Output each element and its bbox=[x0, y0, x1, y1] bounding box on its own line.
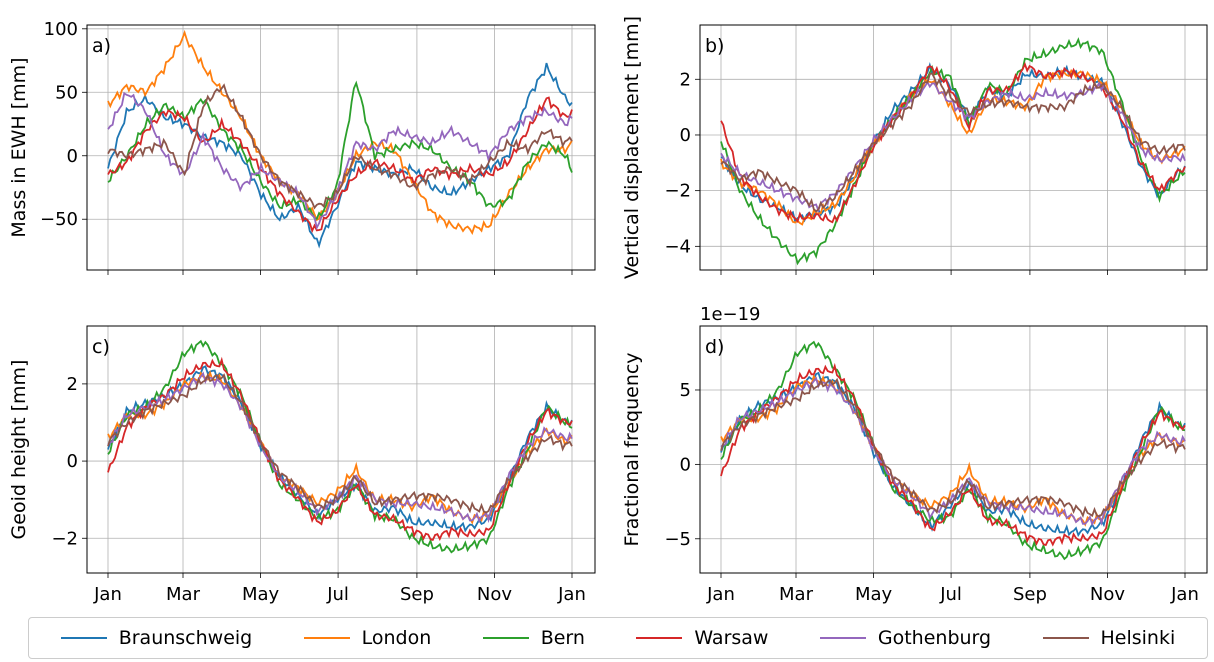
y-axis-label: Fractional frequency bbox=[621, 352, 643, 546]
legend-swatch bbox=[1042, 637, 1089, 639]
legend-label: London bbox=[361, 627, 432, 649]
series-line-warsaw bbox=[107, 356, 573, 541]
y-tick-label: 5 bbox=[680, 380, 691, 401]
x-tick-label: Mar bbox=[779, 584, 814, 605]
chart-panel-d: −5 0 5 Jan Mar May Jul Sep Nov Jan d) Fractional fr… bbox=[621, 304, 1208, 605]
x-tick-label: Jan bbox=[557, 584, 586, 605]
legend-item-warsaw: Warsaw bbox=[636, 627, 768, 649]
series-line-gothenburg bbox=[720, 376, 1186, 527]
y-tick-label: 0 bbox=[67, 146, 78, 167]
panel-label: c) bbox=[92, 336, 110, 358]
series-line-bern bbox=[720, 340, 1186, 561]
legend-swatch bbox=[819, 637, 866, 639]
legend-swatch bbox=[636, 637, 683, 639]
series-line-bern bbox=[107, 339, 573, 554]
series-line-london bbox=[107, 29, 573, 236]
x-tick-label: Nov bbox=[477, 584, 512, 605]
series-line-braunschweig bbox=[107, 62, 573, 249]
x-tick-label: Jul bbox=[939, 584, 962, 605]
legend: Braunschweig London Bern Warsaw Gothenbu… bbox=[28, 617, 1208, 659]
legend-label: Helsinki bbox=[1100, 627, 1176, 649]
offset-text: 1e−19 bbox=[700, 304, 761, 325]
x-tick-label: Mar bbox=[166, 584, 201, 605]
chart-panel-b: −4 −2 0 2 b) Vertical displacement [mm] bbox=[621, 16, 1208, 279]
x-tick-label: Jul bbox=[326, 584, 349, 605]
series-line-helsinki bbox=[720, 377, 1186, 519]
chart-panel-c: −2 0 2 Jan Mar May Jul Sep Nov Jan c) Geoid height … bbox=[8, 325, 596, 605]
legend-item-bern: Bern bbox=[482, 627, 585, 649]
y-tick-label: 100 bbox=[44, 19, 78, 40]
plot-frame bbox=[699, 325, 1208, 574]
series-line-helsinki bbox=[107, 83, 573, 210]
y-tick-label: 2 bbox=[680, 69, 691, 90]
legend-swatch bbox=[60, 637, 107, 639]
y-axis-label: Vertical displacement [mm] bbox=[621, 16, 643, 279]
legend-label: Braunschweig bbox=[118, 627, 253, 649]
series-line-helsinki bbox=[720, 72, 1186, 213]
series-line-helsinki bbox=[107, 372, 573, 514]
legend-item-london: London bbox=[303, 627, 432, 649]
panel-label: a) bbox=[92, 35, 111, 57]
legend-label: Warsaw bbox=[694, 627, 769, 649]
y-tick-label: 50 bbox=[55, 82, 78, 103]
x-tick-label: Sep bbox=[1013, 584, 1047, 605]
y-tick-label: 0 bbox=[67, 451, 78, 472]
plot-frame bbox=[86, 24, 596, 271]
y-tick-label: −5 bbox=[664, 529, 691, 550]
y-tick-label: −2 bbox=[51, 528, 78, 549]
y-tick-label: −50 bbox=[40, 209, 78, 230]
y-axis-label: Mass in EWH [mm] bbox=[8, 57, 30, 237]
series-line-bern bbox=[720, 37, 1186, 266]
x-tick-label: Jan bbox=[93, 584, 122, 605]
legend-item-braunschweig: Braunschweig bbox=[60, 627, 253, 649]
legend-swatch bbox=[482, 637, 529, 639]
legend-swatch bbox=[303, 637, 350, 639]
x-tick-label: May bbox=[855, 584, 893, 605]
legend-item-helsinki: Helsinki bbox=[1042, 627, 1176, 649]
legend-label: Bern bbox=[540, 627, 585, 649]
y-tick-label: 0 bbox=[680, 454, 691, 475]
legend-label: Gothenburg bbox=[877, 627, 992, 649]
y-axis-label: Geoid height [mm] bbox=[8, 360, 30, 540]
x-tick-label: Jan bbox=[1170, 584, 1199, 605]
x-tick-label: Nov bbox=[1090, 584, 1125, 605]
x-tick-label: May bbox=[242, 584, 280, 605]
y-tick-label: 0 bbox=[680, 125, 691, 146]
panel-label: d) bbox=[705, 336, 724, 358]
x-tick-label: Sep bbox=[400, 584, 434, 605]
series-line-warsaw bbox=[107, 96, 573, 234]
chart-panel-a: −50 0 50 100 a) Mass in EWH [mm] bbox=[8, 19, 596, 275]
panel-label: b) bbox=[705, 35, 724, 57]
y-tick-label: 2 bbox=[67, 374, 78, 395]
plot-frame bbox=[86, 325, 596, 574]
x-tick-label: Jan bbox=[706, 584, 735, 605]
y-tick-label: −2 bbox=[664, 181, 691, 202]
y-tick-label: −4 bbox=[664, 236, 691, 257]
series-line-warsaw bbox=[720, 362, 1186, 547]
legend-item-gothenburg: Gothenburg bbox=[819, 627, 992, 649]
plot-frame bbox=[699, 24, 1208, 271]
